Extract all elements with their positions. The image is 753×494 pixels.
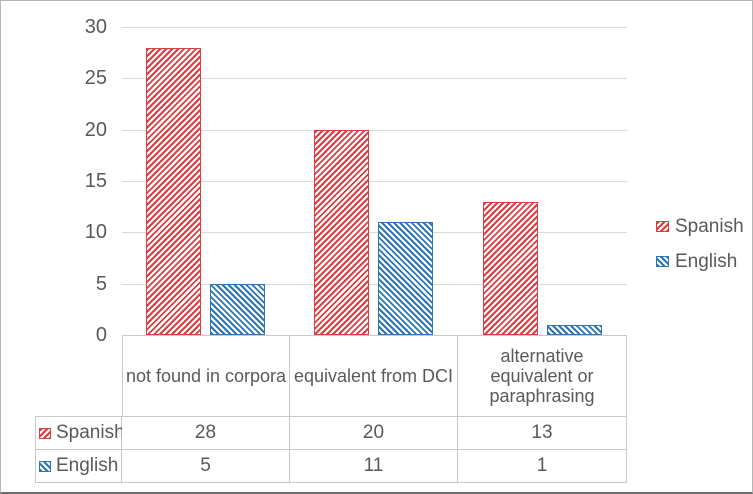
- bar-english-1: [210, 284, 265, 335]
- bar-spanish-2: [314, 130, 369, 335]
- data-table: not found in corpora equivalent from DCI…: [35, 335, 627, 483]
- table-value-spanish-1: 28: [122, 417, 290, 450]
- y-axis-label-5: 5: [95, 273, 107, 295]
- table-value-english-2: 11: [290, 450, 458, 483]
- spanish-hatch-swatch-icon: [39, 427, 51, 439]
- table-corner-cell: [35, 335, 122, 417]
- y-axis-label-0: 0: [95, 324, 107, 346]
- table-value-english-3: 1: [458, 450, 627, 483]
- gridline-15: [122, 181, 627, 182]
- spanish-hatch-swatch-icon: [656, 221, 669, 232]
- bar-spanish-1: [146, 48, 201, 335]
- y-axis-label-20: 20: [84, 119, 107, 141]
- table-row-label-spanish: Spanish: [56, 422, 125, 443]
- table-value-spanish-3: 13: [458, 417, 627, 450]
- legend: Spanish English: [656, 217, 744, 271]
- gridline-20: [122, 130, 627, 131]
- english-hatch-swatch-icon: [39, 460, 51, 472]
- y-axis-label-25: 25: [84, 67, 107, 89]
- legend-label-english: English: [675, 251, 738, 272]
- legend-item-spanish: Spanish: [656, 217, 744, 236]
- table-value-english-1: 5: [122, 450, 290, 483]
- english-hatch-swatch-icon: [656, 256, 669, 267]
- gridline-10: [122, 232, 627, 233]
- legend-label-spanish: Spanish: [675, 216, 744, 237]
- table-row-header-spanish: Spanish: [35, 417, 125, 450]
- bar-english-2: [378, 222, 433, 335]
- category-header-3: alternative equivalent or paraphrasing: [458, 335, 627, 417]
- bar-english-3: [547, 325, 602, 335]
- legend-item-english: English: [656, 252, 744, 271]
- table-row-header-english: English: [35, 450, 122, 483]
- table-value-spanish-2: 20: [290, 417, 458, 450]
- y-axis-label-15: 15: [84, 170, 107, 192]
- gridline-25: [122, 78, 627, 79]
- gridline-5: [122, 284, 627, 285]
- y-axis-label-10: 10: [84, 221, 107, 243]
- y-axis-label-30: 30: [84, 16, 107, 38]
- gridline-30: [122, 27, 627, 28]
- category-header-2: equivalent from DCI: [290, 335, 458, 417]
- bar-spanish-3: [483, 202, 538, 335]
- category-header-1: not found in corpora: [122, 335, 290, 417]
- table-row-label-english: English: [56, 455, 119, 476]
